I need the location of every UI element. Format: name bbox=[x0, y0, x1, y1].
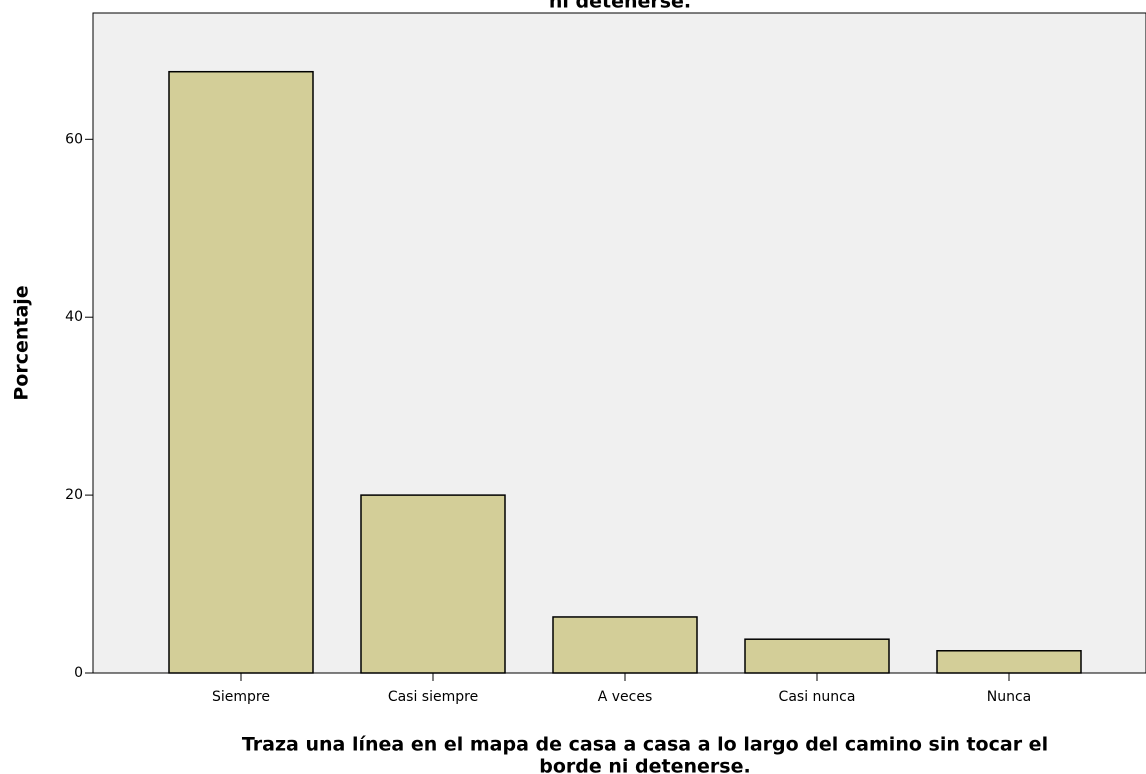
x-tick-label: A veces bbox=[598, 689, 653, 705]
bar bbox=[936, 650, 1082, 674]
bar bbox=[552, 616, 698, 674]
x-tick-label: Nunca bbox=[987, 689, 1032, 705]
x-tick-label: Siempre bbox=[212, 689, 270, 705]
x-axis-label: Traza una línea en el mapa de casa a cas… bbox=[242, 734, 1048, 756]
chart-title: ni detenerse. bbox=[549, 0, 691, 13]
bar bbox=[744, 638, 890, 674]
y-axis-label: Porcentaje bbox=[11, 285, 33, 400]
y-tick-label: 20 bbox=[65, 487, 83, 503]
bar bbox=[168, 70, 314, 674]
y-tick-label: 0 bbox=[74, 665, 83, 681]
x-tick-label: Casi siempre bbox=[388, 689, 478, 705]
y-tick-label: 60 bbox=[65, 131, 83, 147]
bar bbox=[360, 494, 506, 674]
x-axis-label: borde ni detenerse. bbox=[539, 756, 750, 774]
x-tick-label: Casi nunca bbox=[779, 689, 856, 705]
y-tick-label: 40 bbox=[65, 309, 83, 325]
